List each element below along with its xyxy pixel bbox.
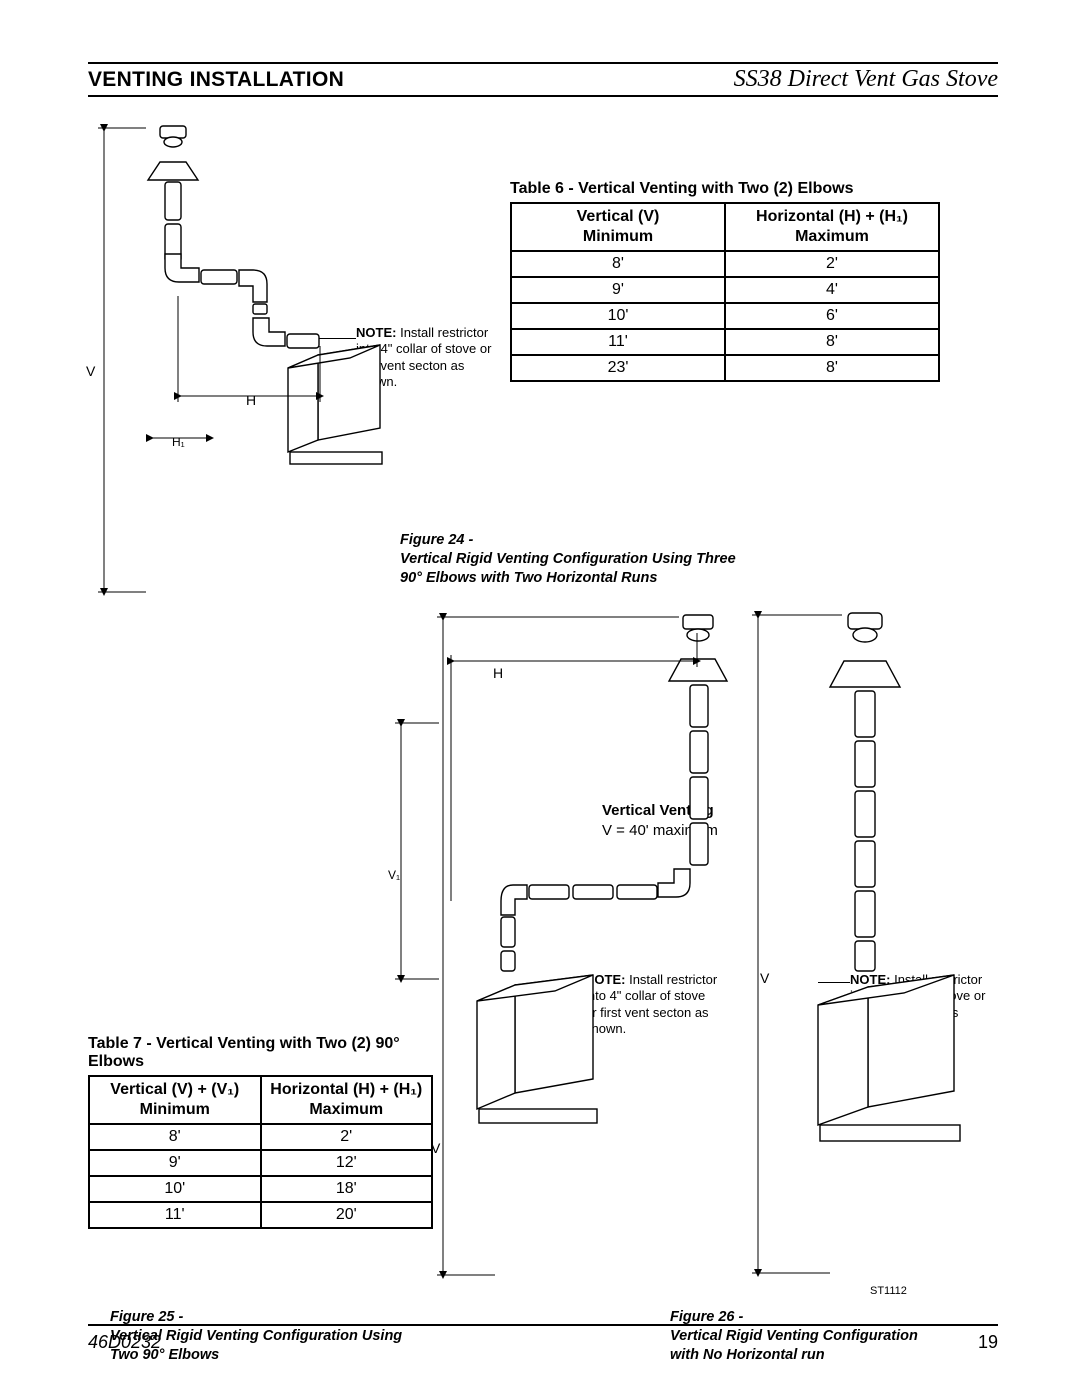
caption-line: Figure 25 -	[110, 1309, 183, 1325]
table-cell: 8'	[511, 251, 725, 277]
table-cell: 6'	[725, 303, 939, 329]
table-cell: 9'	[511, 277, 725, 303]
figure25-diagram	[395, 605, 745, 1295]
table-cell: 11'	[89, 1202, 261, 1228]
table7-caption: Table 7 - Vertical Venting with Two (2) …	[88, 1035, 428, 1071]
table7-col2-header-line2: Maximum	[309, 1101, 383, 1118]
caption-line: Figure 24 -	[400, 532, 473, 548]
table6-col2-header-line1: Horizontal (H) + (H₁)	[756, 208, 908, 225]
caption-line: Vertical Rigid Venting Configuration	[670, 1328, 918, 1344]
vent-diagram-icon	[395, 605, 745, 1295]
caption-line: Figure 26 -	[670, 1309, 743, 1325]
section-title: VENTING INSTALLATION	[88, 68, 344, 92]
table6-col2-header: Horizontal (H) + (H₁) Maximum	[725, 203, 939, 251]
table-cell: 8'	[725, 329, 939, 355]
table7-col1-header-line2: Minimum	[140, 1101, 210, 1118]
caption-line: with No Horizontal run	[670, 1347, 825, 1363]
table7-col1-header-line1: Vertical (V) + (V₁)	[110, 1081, 239, 1098]
figure24-caption: Figure 24 - Vertical Rigid Venting Confi…	[400, 531, 830, 588]
table6-col2-header-line2: Maximum	[795, 228, 869, 245]
table-cell: 10'	[89, 1176, 261, 1202]
table7-col1-header: Vertical (V) + (V₁) Minimum	[89, 1076, 261, 1124]
caption-line: Vertical Rigid Venting Configuration Usi…	[110, 1328, 402, 1344]
caption-line: 90° Elbows with Two Horizontal Runs	[400, 570, 657, 586]
table6-col1-header-line1: Vertical (V)	[577, 208, 660, 225]
table-cell: 23'	[511, 355, 725, 381]
table7: Table 7 - Vertical Venting with Two (2) …	[88, 1035, 433, 1229]
product-title: SS38 Direct Vent Gas Stove	[734, 66, 998, 93]
table6-col1-header: Vertical (V) Minimum	[511, 203, 725, 251]
table-cell: 4'	[725, 277, 939, 303]
header-rule-bottom	[88, 95, 998, 97]
header-rule-top	[88, 62, 998, 64]
table-cell: 10'	[511, 303, 725, 329]
table6: Table 6 - Vertical Venting with Two (2) …	[510, 180, 940, 382]
figure26-diagram	[740, 605, 1010, 1295]
table-cell: 2'	[725, 251, 939, 277]
vent-diagram-icon	[88, 120, 388, 600]
table6-caption: Table 6 - Vertical Venting with Two (2) …	[510, 180, 940, 198]
table6-grid: Vertical (V) Minimum Horizontal (H) + (H…	[510, 202, 940, 382]
caption-line: Vertical Rigid Venting Configuration Usi…	[400, 551, 736, 567]
table-cell: 8'	[89, 1124, 261, 1150]
caption-line: Two 90° Elbows	[110, 1347, 219, 1363]
figure24-diagram	[88, 120, 388, 600]
figure26-caption: Figure 26 - Vertical Rigid Venting Confi…	[670, 1308, 1000, 1365]
vent-diagram-icon	[740, 605, 1010, 1295]
figure25-caption: Figure 25 - Vertical Rigid Venting Confi…	[110, 1308, 480, 1365]
table-cell: 8'	[725, 355, 939, 381]
table-cell: 11'	[511, 329, 725, 355]
table7-grid: Vertical (V) + (V₁) Minimum Horizontal (…	[88, 1075, 433, 1229]
table6-col1-header-line2: Minimum	[583, 228, 653, 245]
table-cell: 9'	[89, 1150, 261, 1176]
